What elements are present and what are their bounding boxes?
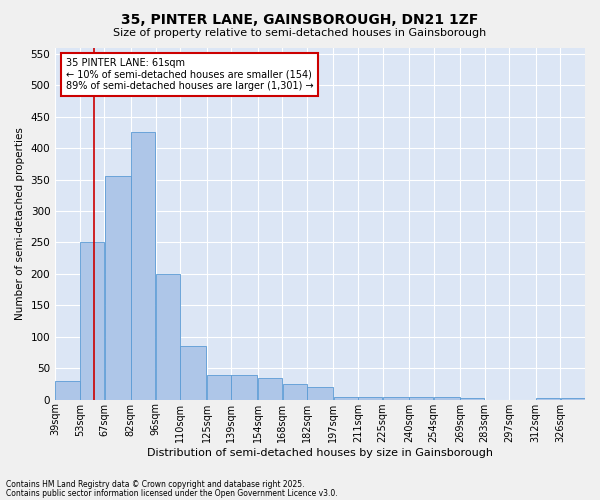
Bar — [80, 242, 104, 400]
Bar — [207, 374, 231, 400]
Text: 35 PINTER LANE: 61sqm
← 10% of semi-detached houses are smaller (154)
89% of sem: 35 PINTER LANE: 61sqm ← 10% of semi-deta… — [66, 58, 313, 92]
Bar — [536, 398, 560, 400]
Bar — [560, 398, 585, 400]
Text: 35, PINTER LANE, GAINSBOROUGH, DN21 1ZF: 35, PINTER LANE, GAINSBOROUGH, DN21 1ZF — [121, 12, 479, 26]
Y-axis label: Number of semi-detached properties: Number of semi-detached properties — [15, 127, 25, 320]
Bar — [460, 398, 484, 400]
Bar — [181, 346, 206, 400]
Bar — [307, 387, 333, 400]
Text: Size of property relative to semi-detached houses in Gainsborough: Size of property relative to semi-detach… — [113, 28, 487, 38]
Bar — [409, 396, 433, 400]
X-axis label: Distribution of semi-detached houses by size in Gainsborough: Distribution of semi-detached houses by … — [147, 448, 493, 458]
Bar — [156, 274, 180, 400]
Text: Contains HM Land Registry data © Crown copyright and database right 2025.: Contains HM Land Registry data © Crown c… — [6, 480, 305, 489]
Bar — [232, 374, 257, 400]
Bar — [258, 378, 282, 400]
Bar — [434, 396, 460, 400]
Bar — [55, 381, 80, 400]
Bar — [358, 396, 382, 400]
Bar — [105, 176, 131, 400]
Text: Contains public sector information licensed under the Open Government Licence v3: Contains public sector information licen… — [6, 488, 338, 498]
Bar — [283, 384, 307, 400]
Bar — [131, 132, 155, 400]
Bar — [334, 396, 358, 400]
Bar — [383, 396, 409, 400]
